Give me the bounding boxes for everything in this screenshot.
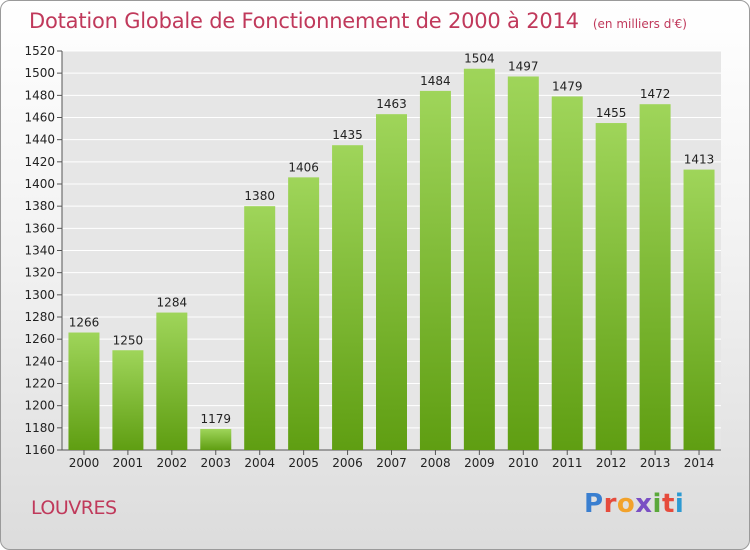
y-tick-label: 1420: [24, 155, 55, 169]
bar: [507, 76, 539, 450]
bar-value-label: 1504: [464, 52, 495, 66]
x-tick-label: 2001: [113, 456, 144, 470]
logo-letter: i: [652, 489, 662, 519]
bar: [288, 177, 320, 450]
bar: [112, 350, 144, 450]
bar: [376, 114, 407, 451]
y-tick-label: 1320: [24, 266, 55, 280]
bar: [639, 104, 671, 450]
bar-value-label: 1406: [288, 160, 319, 174]
x-tick-label: 2000: [69, 456, 100, 470]
bar: [595, 123, 627, 451]
bar-value-label: 1455: [596, 106, 627, 120]
y-tick-label: 1160: [24, 443, 55, 457]
x-tick-label: 2010: [508, 456, 539, 470]
y-tick-label: 1340: [24, 244, 55, 258]
logo-letter: P: [584, 489, 604, 519]
bar: [551, 96, 583, 451]
y-tick-label: 1220: [24, 377, 55, 391]
bar-value-label: 1380: [244, 189, 275, 203]
bar: [244, 206, 276, 450]
x-tick-label: 2014: [684, 456, 715, 470]
bar-value-label: 1284: [157, 296, 188, 310]
y-tick-label: 1300: [24, 288, 55, 302]
bar: [156, 312, 188, 450]
bar-value-label: 1479: [552, 79, 583, 93]
x-tick-label: 2005: [288, 456, 319, 470]
chart-title-block: Dotation Globale de Fonctionnement de 20…: [29, 9, 687, 33]
y-tick-label: 1280: [24, 310, 55, 324]
bar: [200, 428, 232, 450]
bar-value-label: 1179: [200, 412, 231, 426]
y-tick-label: 1200: [24, 399, 55, 413]
bar-value-label: 1435: [332, 128, 363, 142]
commune-name: LOUVRES: [31, 497, 117, 519]
y-tick-label: 1380: [24, 199, 55, 213]
x-tick-label: 2007: [376, 456, 407, 470]
x-tick-label: 2006: [332, 456, 363, 470]
logo-letter: o: [616, 489, 636, 519]
bar: [419, 90, 451, 451]
bar: [463, 68, 495, 450]
bar: [68, 332, 100, 450]
bar: [332, 145, 364, 451]
x-tick-label: 2011: [552, 456, 583, 470]
logo-letter: r: [603, 489, 617, 519]
y-tick-label: 1440: [24, 133, 55, 147]
y-tick-label: 1520: [24, 44, 55, 58]
chart-title: Dotation Globale de Fonctionnement de 20…: [29, 9, 579, 33]
logo-letter: i: [674, 489, 685, 519]
x-tick-label: 2003: [200, 456, 231, 470]
x-tick-label: 2004: [244, 456, 275, 470]
bar-value-label: 1413: [684, 153, 715, 167]
y-tick-label: 1180: [24, 421, 55, 435]
chart-unit-note: (en milliers d'€): [592, 17, 687, 31]
y-tick-label: 1360: [24, 221, 55, 235]
y-tick-label: 1400: [24, 177, 55, 191]
y-tick-label: 1240: [24, 354, 55, 368]
logo-letter: t: [661, 489, 675, 519]
logo-letter: x: [635, 489, 653, 519]
bar-value-label: 1484: [420, 74, 451, 88]
x-tick-label: 2009: [464, 456, 495, 470]
bar-value-label: 1463: [376, 97, 407, 111]
x-tick-label: 2002: [157, 456, 188, 470]
bar: [683, 169, 715, 450]
y-tick-label: 1480: [24, 88, 55, 102]
x-tick-label: 2008: [420, 456, 451, 470]
bar-value-label: 1266: [69, 316, 100, 330]
x-tick-label: 2012: [596, 456, 627, 470]
y-tick-label: 1460: [24, 111, 55, 125]
bar-value-label: 1250: [113, 333, 144, 347]
bar-value-label: 1472: [640, 87, 671, 101]
y-tick-label: 1260: [24, 332, 55, 346]
y-tick-label: 1500: [24, 66, 55, 80]
bar-value-label: 1497: [508, 59, 539, 73]
x-tick-label: 2013: [640, 456, 671, 470]
proxiti-logo: Proxiti: [584, 489, 684, 519]
